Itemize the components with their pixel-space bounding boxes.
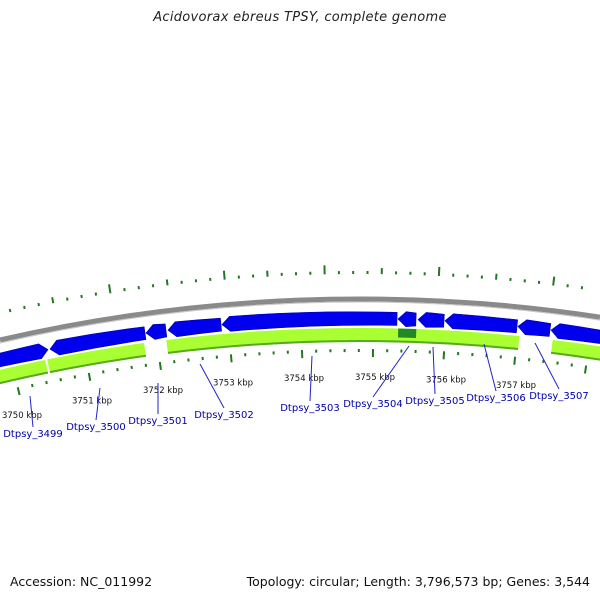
leader-line <box>199 363 225 409</box>
scale-label: 3750 kbp <box>2 411 42 421</box>
scale-label: 3751 kbp <box>72 397 112 407</box>
gene-arrow <box>221 311 398 332</box>
scale-tick <box>45 380 48 385</box>
feature-highlight <box>398 328 417 339</box>
gc-tick <box>80 294 83 299</box>
gene-label: Dtpsy_3502 <box>194 410 254 421</box>
gene-label: Dtpsy_3500 <box>66 422 126 433</box>
scale-tick <box>59 378 62 382</box>
leader-line <box>372 345 410 398</box>
gc-tick <box>51 297 55 304</box>
gene-arrow <box>444 313 518 334</box>
gc-tick <box>165 279 169 286</box>
scale-tick <box>31 383 34 388</box>
gc-tick <box>23 305 26 310</box>
gc-tick <box>222 270 226 280</box>
accession-text: Accession: NC_011992 <box>10 574 153 589</box>
gene-label: Dtpsy_3504 <box>343 399 403 410</box>
gene-arrow <box>417 312 445 328</box>
gene-arrow <box>167 317 222 338</box>
gene-arrow <box>0 343 49 368</box>
leader-line <box>483 343 497 392</box>
gene-arrow <box>517 319 552 337</box>
backbone-ring <box>0 296 600 343</box>
scale-label: 3753 kbp <box>213 378 253 388</box>
scale-tick <box>229 354 233 363</box>
scale-label: 3755 kbp <box>355 373 395 383</box>
gc-tick <box>8 308 12 313</box>
gc-tick <box>552 276 556 286</box>
leader-line <box>29 395 34 428</box>
feature-band-layer <box>0 328 600 385</box>
gene-arrow <box>145 323 168 340</box>
gene-label: Dtpsy_3501 <box>128 416 188 427</box>
gc-tick <box>66 297 69 301</box>
scale-tick <box>513 356 517 365</box>
gene-layer <box>0 311 600 368</box>
gene-label: Dtpsy_3507 <box>529 391 589 402</box>
leader-line <box>95 387 101 421</box>
backbone-layer <box>0 296 600 344</box>
scale-tick <box>583 365 588 374</box>
feature-band <box>0 359 48 385</box>
gc-tick <box>37 302 40 307</box>
scale-label: 3757 kbp <box>496 381 536 391</box>
gc-tick <box>495 273 498 280</box>
gene-label: Dtpsy_3506 <box>466 393 526 404</box>
leader-line <box>534 342 560 390</box>
feature-band-edge <box>167 340 519 354</box>
scale-tick <box>87 372 92 381</box>
gc-content-ticks <box>8 265 584 313</box>
gene-arrow <box>397 311 417 327</box>
leader-line <box>432 346 436 395</box>
scale-tick <box>73 375 77 379</box>
topology-text: Topology: circular; Length: 3,796,573 bp… <box>246 574 590 589</box>
gene-label: Dtpsy_3499 <box>3 429 63 440</box>
map-title: Acidovorax ebreus TPSY, complete genome <box>153 10 447 25</box>
gene-arrow <box>49 326 147 356</box>
scale-layer: 3750 kbp 3751 kbp 3752 kbp 3753 kbp 3754 kbp… <box>2 348 588 421</box>
gene-label: Dtpsy_3505 <box>405 396 465 407</box>
gene-arrow <box>550 323 600 344</box>
backbone-shadow <box>0 301 600 344</box>
scale-label: 3756 kbp <box>426 375 466 385</box>
scale-label: 3752 kbp <box>143 386 183 396</box>
scale-tick <box>158 361 162 371</box>
feature-band <box>47 342 146 374</box>
gc-tick <box>108 284 112 294</box>
leader-line <box>309 355 313 402</box>
feature-band-edge <box>550 351 600 361</box>
feature-band-edge <box>0 371 49 385</box>
feature-band-edge <box>49 354 147 374</box>
scale-tick <box>16 387 21 396</box>
scale-label: 3754 kbp <box>284 374 324 384</box>
gene-label: Dtpsy_3503 <box>280 403 340 414</box>
feature-band <box>551 339 600 361</box>
